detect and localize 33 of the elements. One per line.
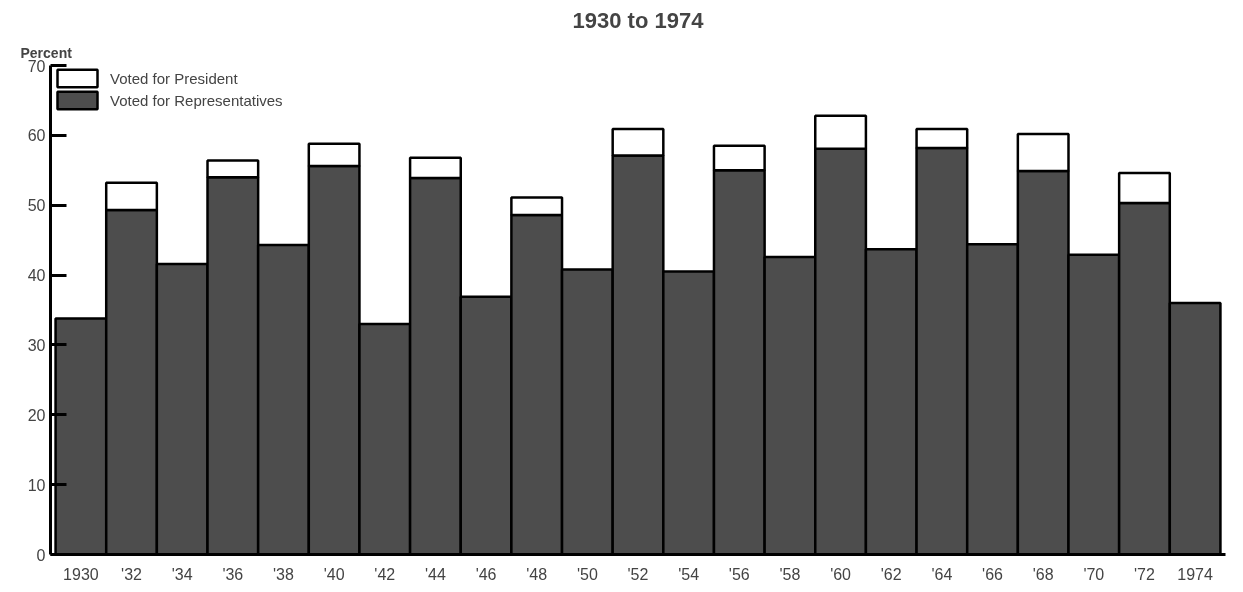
y-tick-label: 60 (27, 127, 46, 145)
legend-label: Voted for President (110, 69, 238, 87)
x-tick-label: '50 (576, 565, 598, 583)
x-tick-label: '40 (323, 565, 345, 583)
x-tick-label: '48 (526, 565, 548, 583)
y-tick-label: 0 (36, 546, 46, 564)
x-tick-label: '36 (222, 565, 244, 583)
y-tick-label: 40 (27, 267, 46, 285)
y-tick-label: 10 (27, 476, 46, 494)
x-tick-label: '64 (931, 565, 953, 583)
x-tick-label: '32 (121, 565, 143, 583)
x-tick-label: '58 (779, 565, 801, 583)
x-tick-label: '60 (830, 565, 852, 583)
x-tick-label: 1974 (1177, 565, 1214, 583)
x-tick-label: '42 (374, 565, 396, 583)
x-tick-label: '34 (171, 565, 193, 583)
x-tick-label: '70 (1083, 565, 1105, 583)
x-tick-label: '56 (728, 565, 750, 583)
x-tick-label: '72 (1134, 565, 1155, 583)
x-tick-label: '38 (273, 565, 294, 583)
x-tick-label: '68 (1032, 565, 1054, 583)
legend-label: Voted for Representatives (110, 91, 283, 109)
x-tick-label: 1930 (63, 565, 99, 583)
x-tick-label: '54 (678, 565, 700, 583)
x-tick-label: '52 (627, 565, 649, 583)
x-tick-label: '46 (475, 565, 497, 583)
x-tick-label: '44 (424, 565, 446, 583)
y-tick-label: 20 (27, 406, 46, 424)
y-tick-label: 50 (27, 197, 46, 215)
y-tick-label: 30 (27, 336, 46, 354)
x-tick-label: '66 (982, 565, 1004, 583)
x-tick-label: '62 (880, 565, 902, 583)
chart-title: 1930 to 1974 (572, 7, 705, 33)
